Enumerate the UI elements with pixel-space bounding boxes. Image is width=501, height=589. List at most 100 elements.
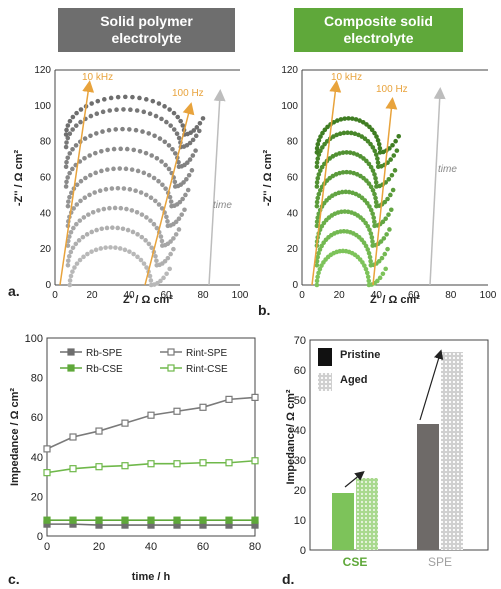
data-point [344, 169, 349, 175]
data-point [67, 151, 73, 156]
data-point [129, 208, 135, 213]
data-point [94, 111, 100, 117]
legend-entry: Rint-SPE [160, 348, 227, 359]
data-point [194, 125, 200, 130]
data-point [374, 134, 379, 139]
data-point [134, 209, 140, 215]
data-point [387, 227, 392, 232]
data-point [396, 133, 402, 139]
data-point [100, 129, 105, 134]
legend-entry: Rint-CSE [160, 364, 228, 375]
data-point [171, 246, 176, 252]
data-point [105, 147, 110, 153]
data-point [105, 167, 110, 172]
data-point [336, 190, 342, 196]
data-point [183, 192, 188, 198]
data-point [70, 269, 75, 274]
data-point [99, 226, 105, 232]
data-point [65, 243, 71, 248]
annotation-100hz-a: 100 Hz [172, 88, 204, 99]
data-point [146, 241, 152, 247]
data-point [342, 116, 347, 121]
data-point [377, 146, 383, 151]
annotation-100hz-b: 100 Hz [376, 84, 408, 95]
legend-label: Rint-CSE [186, 364, 228, 375]
data-point [200, 116, 206, 121]
impedance-bar-chart: d. Impedance/ Ω cm² 0 10 20 30 40 50 60 70 CSE S… [282, 335, 489, 587]
data-point [121, 186, 127, 191]
legend-entry: Aged [318, 373, 368, 391]
data-point [314, 150, 320, 155]
arrow-10khz-b [311, 80, 342, 286]
data-point [165, 255, 171, 261]
data-point [118, 146, 123, 152]
data-marker [225, 459, 233, 467]
data-point [392, 168, 398, 173]
data-marker [121, 462, 129, 470]
data-point [373, 180, 379, 185]
data-point [383, 216, 389, 222]
data-point [113, 245, 118, 250]
data-marker [147, 516, 155, 524]
data-point [130, 94, 135, 100]
x-tick-label: 20 [93, 541, 105, 553]
data-point [78, 107, 84, 112]
data-point [111, 146, 117, 152]
data-marker [225, 395, 233, 403]
data-point [102, 97, 107, 102]
data-point [375, 138, 381, 143]
data-point [115, 94, 121, 100]
legend-marker [67, 348, 75, 356]
data-point [348, 130, 354, 136]
data-point [159, 238, 165, 244]
nyquist-series [314, 248, 389, 288]
data-marker [251, 393, 259, 401]
data-point [153, 113, 159, 119]
data-point [364, 270, 370, 276]
data-point [64, 179, 69, 185]
bar-group: SPE [417, 352, 463, 569]
data-point [173, 232, 179, 237]
y-tick-label: 70 [294, 335, 306, 347]
data-point [90, 209, 96, 215]
data-point [83, 175, 88, 181]
data-point [122, 247, 128, 253]
y-tick-label: 100 [34, 101, 51, 112]
data-point [380, 219, 386, 225]
data-point [149, 245, 154, 251]
data-point [74, 110, 79, 116]
data-point [164, 271, 169, 277]
series-line [46, 396, 256, 450]
arrow-100hz-b [372, 97, 398, 286]
data-point [364, 201, 370, 206]
legend-swatch [318, 348, 332, 366]
data-point [167, 266, 172, 272]
data-marker [43, 469, 51, 477]
data-point [382, 251, 388, 257]
data-point [180, 123, 186, 128]
data-point [315, 195, 321, 201]
data-point [345, 130, 350, 136]
annotation-10khz-b: 10 kHz [331, 72, 362, 83]
data-point [346, 189, 352, 195]
data-point [64, 127, 69, 133]
x-tick-label: 0 [52, 290, 58, 301]
data-point [377, 275, 383, 281]
x-tick-label: 80 [445, 290, 457, 301]
data-marker [121, 419, 129, 427]
data-point [315, 176, 321, 181]
data-point [378, 239, 384, 244]
data-point [373, 195, 378, 201]
data-point [343, 189, 349, 195]
axis-title-y-a: -Z'' / Ω cm² [13, 150, 25, 207]
data-point [338, 117, 344, 122]
data-point [371, 215, 377, 221]
tick-labels-d: 0 10 20 30 40 50 60 70 [294, 335, 489, 557]
data-point [391, 153, 397, 158]
y-tick-label: 80 [40, 137, 52, 148]
data-marker [95, 463, 103, 471]
data-point [128, 107, 133, 112]
banner-a-line2: electrolyte [111, 30, 182, 46]
data-point [88, 113, 94, 119]
category-label: CSE [343, 555, 368, 569]
